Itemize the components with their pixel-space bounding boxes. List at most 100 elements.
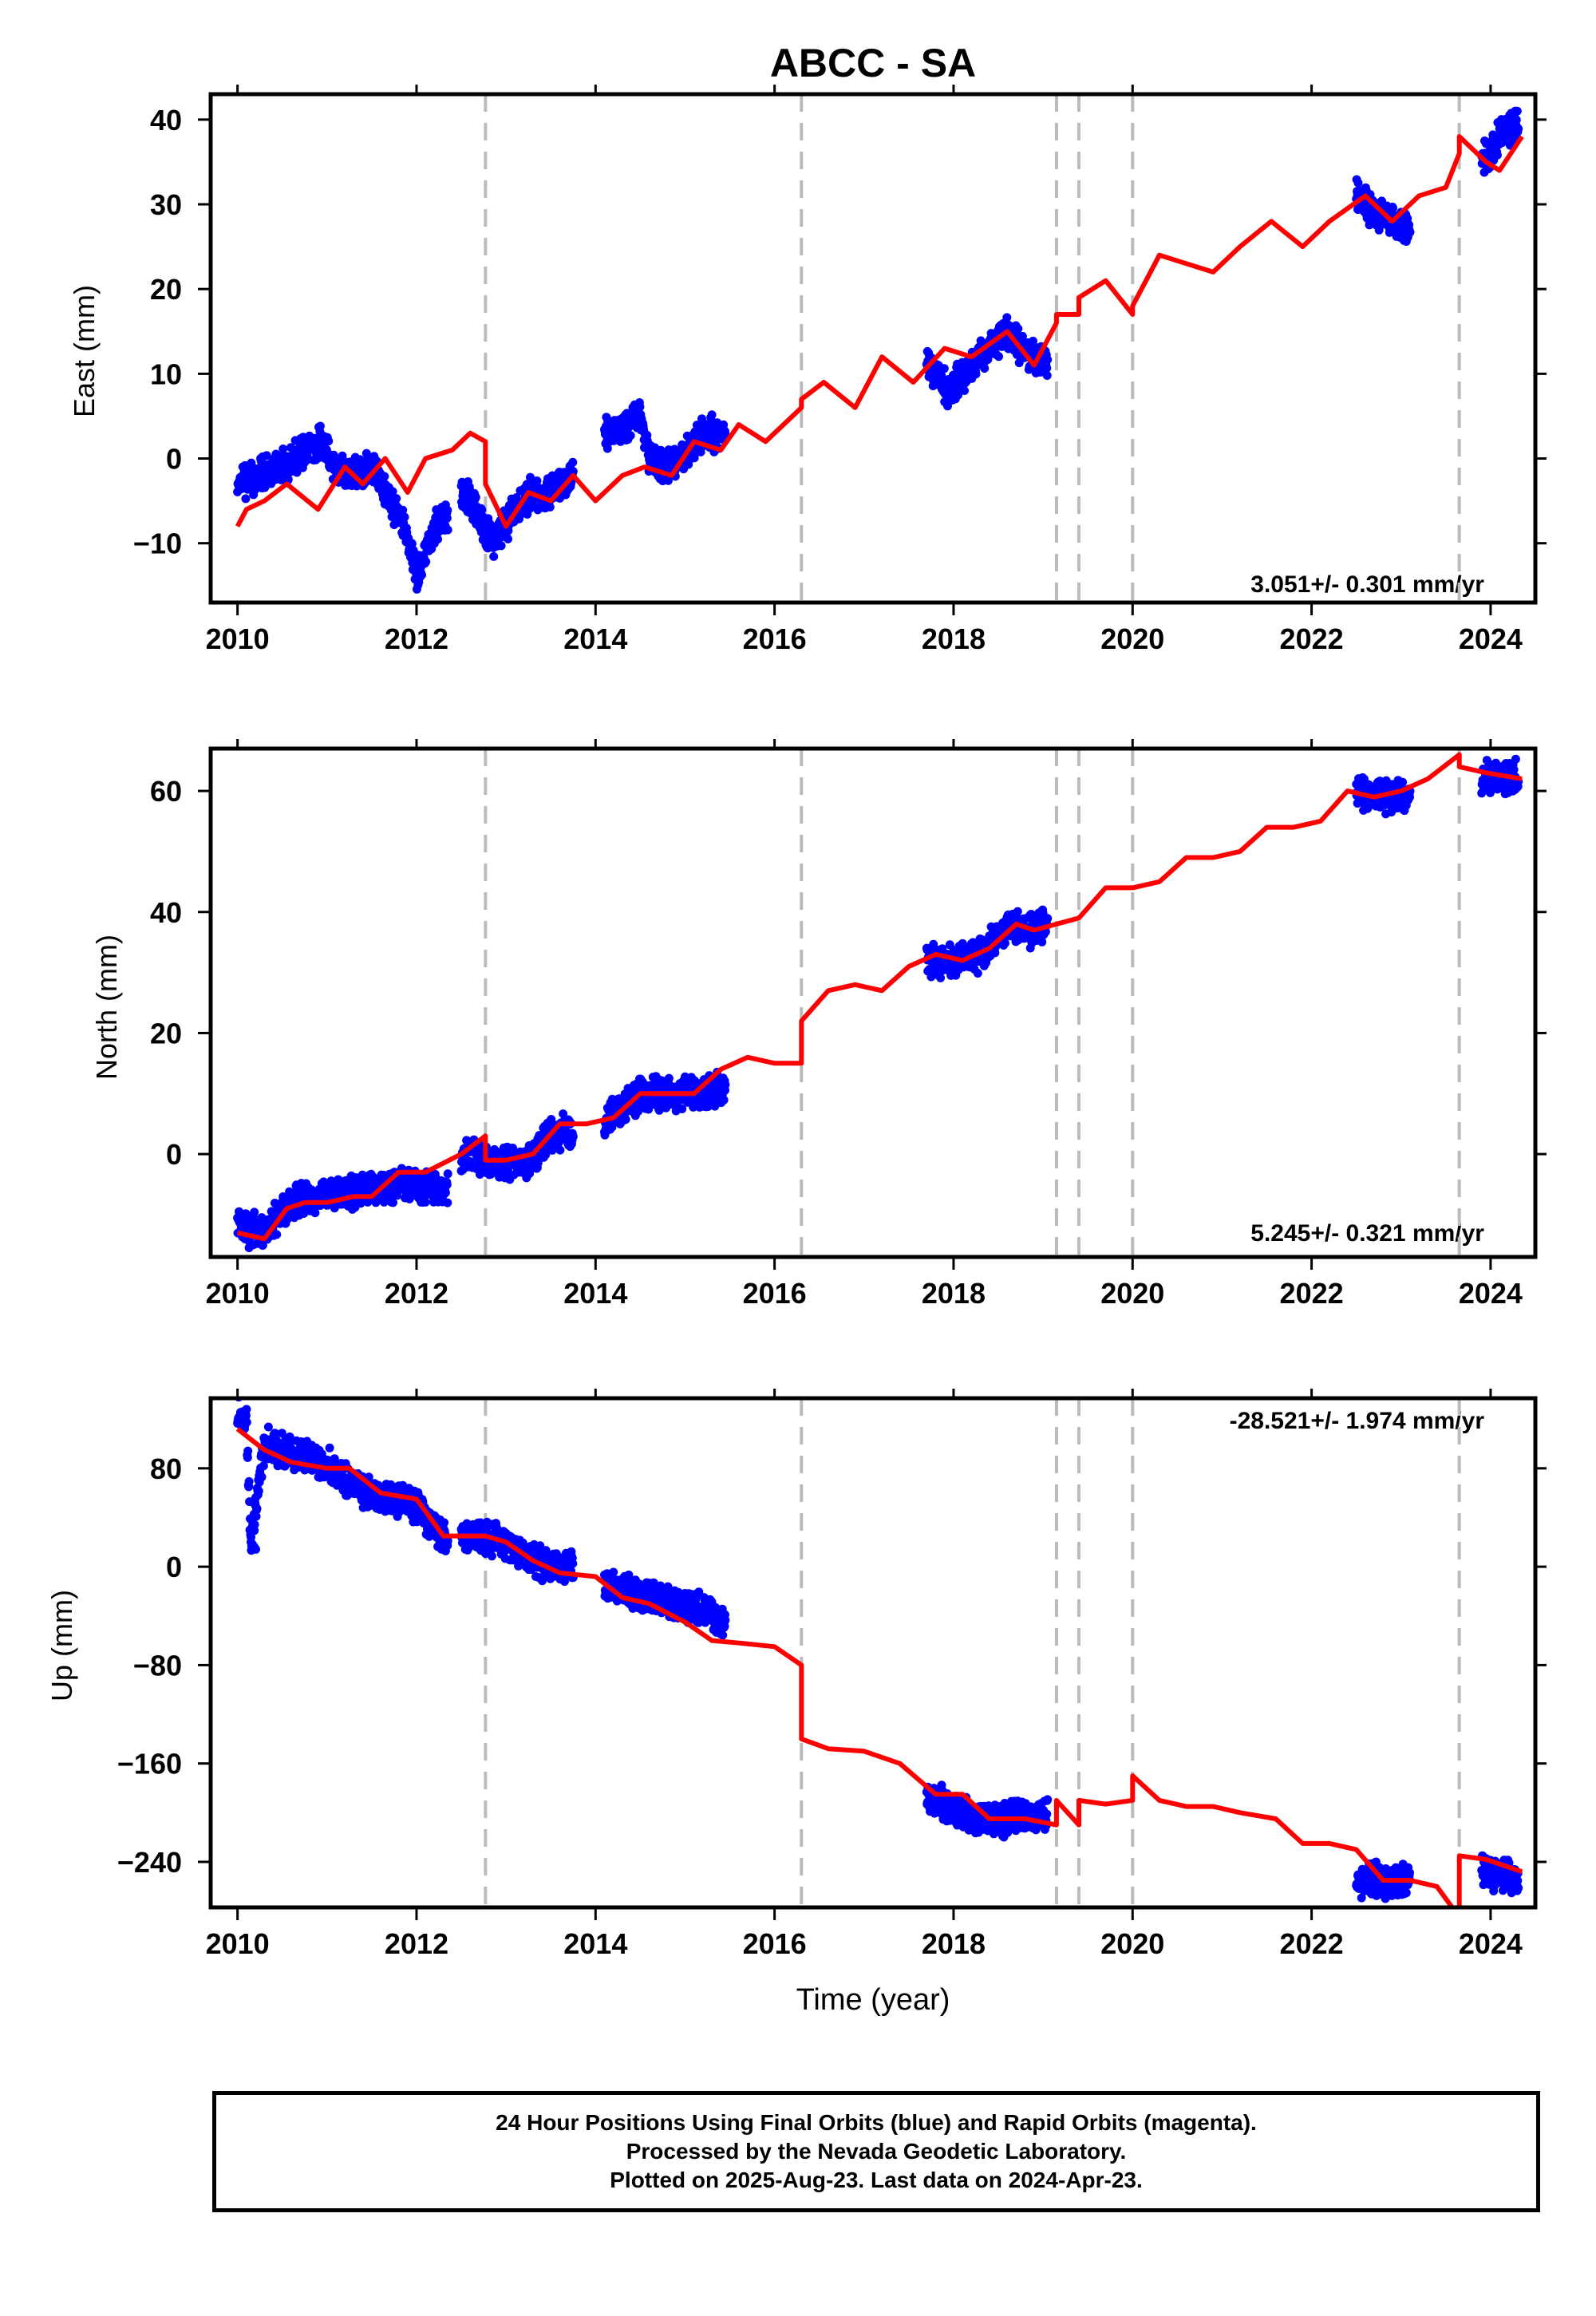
north-data-point bbox=[721, 1080, 730, 1089]
east-frame bbox=[208, 92, 1538, 605]
north-data-point bbox=[973, 969, 982, 978]
up-data-point bbox=[609, 1567, 618, 1577]
east-x-tick-label: 2016 bbox=[743, 622, 807, 655]
north-y-tick-label: 40 bbox=[150, 896, 182, 929]
east-data-point bbox=[489, 551, 499, 561]
north-data-point bbox=[442, 1180, 452, 1189]
east-data-point bbox=[496, 541, 506, 551]
up-data-point bbox=[325, 1443, 334, 1452]
north-data-point bbox=[555, 1145, 565, 1155]
north-data-point bbox=[1509, 765, 1519, 774]
up-data-point bbox=[241, 1411, 251, 1421]
up-y-axis-label: Up (mm) bbox=[45, 1590, 78, 1701]
north-data-point bbox=[358, 1170, 367, 1180]
east-data-point bbox=[602, 444, 612, 453]
east-x-tick-label: 2010 bbox=[206, 622, 270, 655]
east-data-point bbox=[260, 483, 270, 492]
north-data-point bbox=[1037, 937, 1047, 947]
up-rate-label: -28.521+/- 1.974 mm/yr bbox=[1230, 1408, 1485, 1434]
east-data-point bbox=[315, 421, 325, 431]
up-data-point bbox=[257, 1472, 267, 1482]
north-data-point bbox=[533, 1158, 543, 1168]
north-x-tick-label: 2014 bbox=[563, 1277, 627, 1310]
north-x-tick-label: 2010 bbox=[206, 1277, 270, 1310]
east-x-tick-label: 2018 bbox=[922, 622, 986, 655]
east-data-point bbox=[960, 386, 969, 395]
east-data-point bbox=[689, 453, 699, 463]
up-data-point bbox=[242, 1417, 251, 1427]
east-panel: East (mm) 3.051+/- 0.301 mm/yr 2010 2012 2… bbox=[68, 85, 1547, 655]
east-data-point bbox=[568, 467, 578, 476]
north-data-point bbox=[678, 1105, 687, 1113]
north-x-tick-label: 2022 bbox=[1280, 1277, 1344, 1310]
chart-title: ABCC - SA bbox=[770, 41, 976, 85]
east-data-point bbox=[1389, 204, 1397, 213]
up-data-point bbox=[254, 1486, 263, 1496]
east-data-point bbox=[719, 420, 729, 429]
north-rate-label: 5.245+/- 0.321 mm/yr bbox=[1250, 1220, 1484, 1247]
east-data-point bbox=[971, 370, 981, 379]
north-data-point bbox=[710, 1101, 720, 1111]
east-y-tick-label: −10 bbox=[133, 528, 182, 560]
east-data-point bbox=[1353, 178, 1363, 188]
east-data-point bbox=[994, 352, 1003, 362]
north-y-axis-label: North (mm) bbox=[90, 935, 123, 1080]
north-model-line bbox=[236, 752, 1523, 1242]
north-data-point bbox=[1511, 754, 1520, 764]
east-data-point bbox=[400, 512, 409, 522]
east-data-point bbox=[1013, 324, 1023, 334]
up-data-point bbox=[721, 1615, 730, 1625]
east-y-axis-label: East (mm) bbox=[68, 285, 101, 417]
north-data-point bbox=[541, 1150, 551, 1160]
east-rate-label: 3.051+/- 0.301 mm/yr bbox=[1250, 571, 1484, 598]
east-y-tick-label: 30 bbox=[150, 188, 182, 221]
up-data-point bbox=[443, 1536, 452, 1546]
east-data-point bbox=[1002, 313, 1012, 322]
north-data-point bbox=[421, 1197, 430, 1207]
east-data-point bbox=[388, 487, 397, 496]
north-data-point bbox=[310, 1208, 320, 1218]
north-data-point bbox=[1013, 907, 1022, 916]
east-data-point bbox=[635, 402, 645, 412]
east-data-point bbox=[477, 505, 487, 515]
east-data-point bbox=[417, 570, 426, 579]
east-data-point bbox=[707, 410, 717, 420]
north-data-point bbox=[379, 1197, 389, 1207]
east-x-tick-label: 2022 bbox=[1280, 622, 1344, 655]
up-data-point bbox=[718, 1630, 728, 1640]
north-data-point bbox=[443, 1198, 452, 1207]
east-y-tick-label: 40 bbox=[150, 104, 182, 136]
north-data-point bbox=[936, 973, 946, 982]
east-data-point bbox=[241, 494, 251, 504]
east-data-point bbox=[1405, 227, 1415, 237]
up-data-point bbox=[568, 1559, 578, 1568]
east-x-tick-label: 2024 bbox=[1459, 622, 1523, 655]
east-data-point bbox=[532, 476, 542, 485]
up-data-point bbox=[535, 1541, 545, 1551]
north-data-points bbox=[233, 754, 1523, 1252]
north-frame bbox=[208, 746, 1538, 1259]
east-data-point bbox=[443, 525, 452, 535]
north-data-point bbox=[1000, 939, 1009, 948]
north-data-point bbox=[443, 1169, 452, 1179]
east-data-point bbox=[380, 472, 389, 481]
up-data-point bbox=[270, 1429, 279, 1438]
east-data-point bbox=[262, 451, 271, 460]
east-data-point bbox=[1512, 106, 1522, 116]
north-data-point bbox=[1486, 788, 1495, 797]
east-x-tick-label: 2014 bbox=[563, 622, 627, 655]
up-data-point bbox=[440, 1518, 449, 1528]
east-data-point bbox=[407, 539, 417, 548]
east-data-point bbox=[504, 534, 512, 543]
east-data-points bbox=[233, 106, 1523, 594]
east-data-point bbox=[626, 431, 635, 441]
up-data-point bbox=[244, 1476, 254, 1486]
north-data-point bbox=[621, 1115, 630, 1124]
up-data-point bbox=[263, 1422, 273, 1432]
up-data-point bbox=[243, 1446, 253, 1456]
east-data-point bbox=[545, 502, 555, 512]
north-x-tick-label: 2016 bbox=[743, 1277, 807, 1310]
east-data-point bbox=[279, 445, 288, 453]
north-data-point bbox=[664, 1073, 674, 1083]
